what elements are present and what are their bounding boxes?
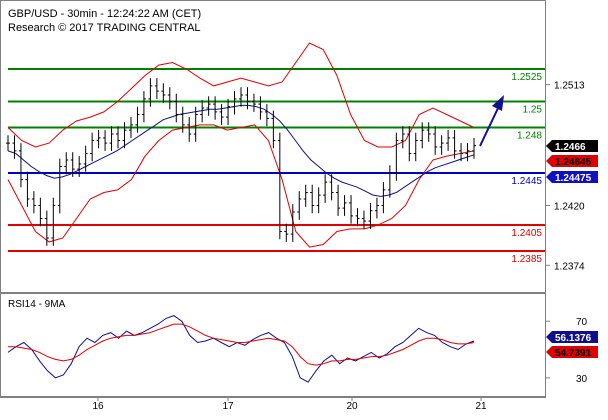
projection-arrow bbox=[479, 95, 504, 147]
level-label: 1.2405 bbox=[511, 228, 542, 239]
price-axis-label: 1.2513 bbox=[554, 81, 585, 92]
time-axis-label: 21 bbox=[475, 401, 487, 412]
rsi-tag-label: 54.7391 bbox=[555, 348, 592, 359]
price-axis-label: 1.2420 bbox=[554, 202, 585, 213]
rsi-tag-bg bbox=[546, 346, 598, 358]
price-tag-label: 1.24645 bbox=[555, 157, 592, 168]
level-label: 1.25 bbox=[523, 105, 543, 116]
rsi-title: RSI14 - 9MA bbox=[8, 299, 66, 310]
price-axis-label: 1.2374 bbox=[554, 261, 585, 272]
chart-subtitle: Research © 2017 TRADING CENTRAL bbox=[8, 22, 201, 34]
level-label: 1.248 bbox=[517, 131, 542, 142]
rsi-axis-label: 70 bbox=[576, 317, 588, 328]
rsi-line bbox=[7, 315, 475, 383]
time-axis-label: 17 bbox=[222, 401, 234, 412]
bollinger-lower-band bbox=[7, 124, 475, 248]
rsi-tag-label: 56.1376 bbox=[555, 333, 592, 344]
time-axis-label: 16 bbox=[92, 401, 104, 412]
level-label: 1.2385 bbox=[511, 254, 542, 265]
price-tag-bg bbox=[546, 155, 598, 167]
rsi-axis-label: 30 bbox=[576, 374, 588, 385]
rsi-tag-bg bbox=[546, 331, 598, 343]
level-label: 1.2525 bbox=[511, 72, 542, 83]
price-tag-bg bbox=[546, 140, 598, 152]
price-tag-label: 1.2466 bbox=[555, 142, 586, 153]
rsi-plot-area bbox=[0, 293, 546, 397]
time-axis-label: 20 bbox=[346, 401, 358, 412]
price-tag-label: 1.24475 bbox=[555, 173, 592, 184]
rsi-ma-line bbox=[8, 323, 475, 366]
level-label: 1.2445 bbox=[511, 176, 542, 187]
price-tag-bg bbox=[546, 171, 598, 183]
chart-title: GBP/USD - 30min - 12:24:22 AM (CET) bbox=[8, 8, 202, 20]
